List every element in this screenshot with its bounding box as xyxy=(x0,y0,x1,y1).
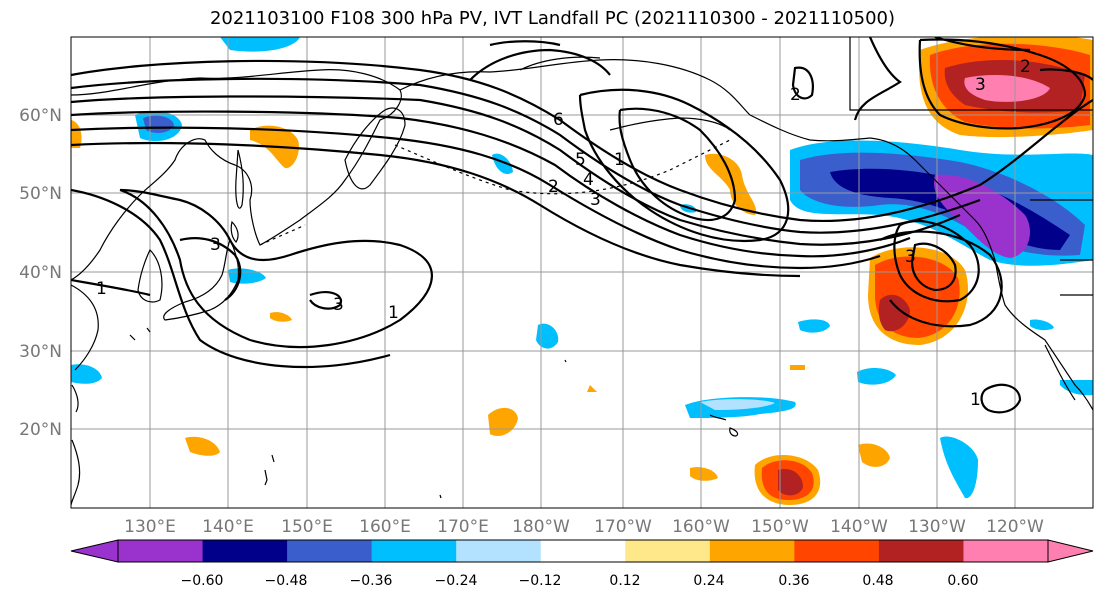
colorbar-segment xyxy=(963,540,1049,562)
colorbar-tick-label: 0.36 xyxy=(778,573,809,589)
lon-label: 130°W xyxy=(908,517,966,537)
colorbar-segment xyxy=(118,540,204,562)
lon-label: 160°E xyxy=(359,517,411,537)
lat-label: 50°N xyxy=(19,184,62,204)
lon-label: 160°W xyxy=(672,517,730,537)
contour-label: 1 xyxy=(96,279,107,299)
lon-label: 120°W xyxy=(986,517,1044,537)
contour-label: 2 xyxy=(1020,57,1031,77)
lon-label: 170°W xyxy=(594,517,652,537)
lon-label: 150°E xyxy=(281,517,333,537)
contour-label: 4 xyxy=(583,170,594,190)
contour-label: 3 xyxy=(905,247,916,267)
contour-label: 1 xyxy=(970,390,981,410)
lat-label: 40°N xyxy=(19,263,62,283)
latitude-labels: 60°N 50°N 40°N 30°N 20°N xyxy=(19,106,62,440)
colorbar-segment xyxy=(794,540,880,562)
pv-contours xyxy=(71,37,1093,414)
colorbar-tick-label: −0.60 xyxy=(181,573,224,589)
lat-label: 60°N xyxy=(19,106,62,126)
colorbar-segment xyxy=(878,540,964,562)
contour-label: 1 xyxy=(388,303,399,323)
colorbar-segment xyxy=(371,540,457,562)
map-frame xyxy=(70,36,1094,509)
colorbar-segment xyxy=(709,540,795,562)
colorbar-segment xyxy=(287,540,373,562)
contour-label: 3 xyxy=(333,295,344,315)
lon-label: 180°W xyxy=(512,517,570,537)
colorbar-tick-labels: −0.60 −0.48 −0.36 −0.24 −0.12 0.12 0.24 … xyxy=(181,573,979,589)
colorbar-segment xyxy=(456,540,542,562)
colorbar-segment xyxy=(540,540,626,562)
colorbar-tick-label: −0.36 xyxy=(350,573,393,589)
contour-label: 2 xyxy=(790,85,801,105)
colorbar-segment xyxy=(625,540,711,562)
colorbar-tick-label: 0.48 xyxy=(862,573,893,589)
contour-label: 5 xyxy=(575,150,586,170)
lon-label: 170°E xyxy=(437,517,489,537)
colorbar-tick-label: −0.24 xyxy=(435,573,478,589)
lat-label: 30°N xyxy=(19,342,62,362)
colorbar-segment xyxy=(202,540,288,562)
contour-label: 3 xyxy=(210,235,221,255)
map-title: 2021103100 F108 300 hPa PV, IVT Landfall… xyxy=(209,8,896,29)
lon-label: 130°E xyxy=(124,517,176,537)
contour-label: 6 xyxy=(553,110,564,130)
colorbar-tick-label: 0.60 xyxy=(947,573,978,589)
lon-label: 140°W xyxy=(830,517,888,537)
lon-label: 150°W xyxy=(751,517,809,537)
contour-label: 3 xyxy=(590,190,601,210)
colorbar-tick-label: 0.24 xyxy=(693,573,724,589)
colorbar-tick-label: −0.48 xyxy=(265,573,308,589)
shading-layer xyxy=(71,37,1093,505)
colorbar-outline xyxy=(117,539,1049,563)
colorbar-extend-max xyxy=(1047,539,1094,563)
colorbar-tick-label: −0.12 xyxy=(519,573,562,589)
lon-label: 140°E xyxy=(202,517,254,537)
contour-label: 1 xyxy=(614,150,625,170)
lat-label: 20°N xyxy=(19,420,62,440)
colorbar-tick-label: 0.12 xyxy=(609,573,640,589)
contour-label: 3 xyxy=(975,75,986,95)
longitude-labels: 130°E 140°E 150°E 160°E 170°E 180°W 170°… xyxy=(124,517,1044,537)
contour-label: 2 xyxy=(548,177,559,197)
contour-labels: 1 3 3 1 6 5 4 3 2 1 2 3 2 3 1 xyxy=(96,57,1031,410)
colorbar-extend-min xyxy=(70,539,119,563)
colorbar xyxy=(70,539,1094,563)
gridlines xyxy=(71,37,1093,508)
